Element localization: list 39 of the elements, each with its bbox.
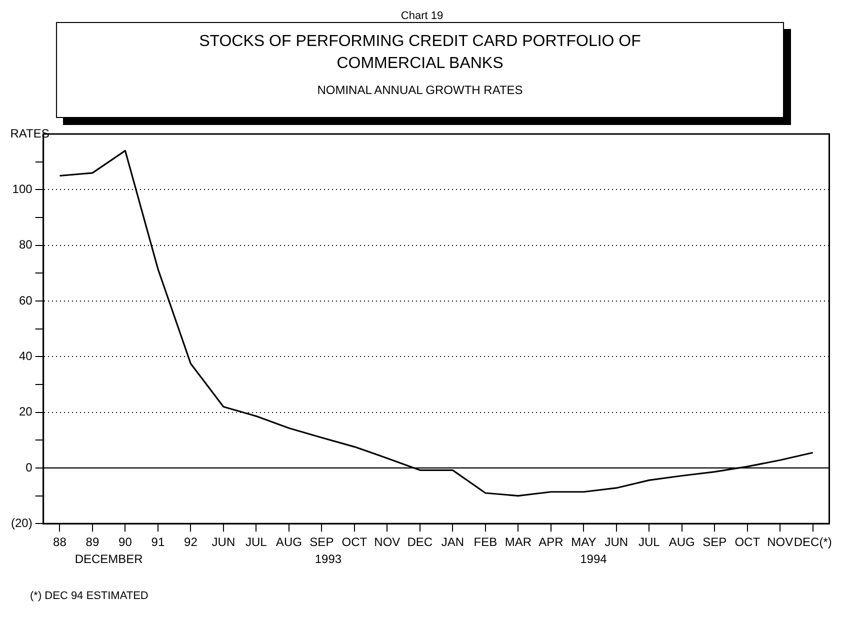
x-tick-label: NOV	[767, 535, 794, 550]
x-tick-label: JUN	[212, 535, 236, 550]
x-tick-label: DEC	[407, 535, 433, 550]
chart-title: STOCKS OF PERFORMING CREDIT CARD PORTFOLIO OF COMMERCIAL BANKS	[198, 32, 642, 74]
y-tick-label: (20)	[10, 516, 32, 530]
x-tick-label: DEC(*)	[794, 535, 832, 550]
x-tick-label: JAN	[441, 535, 464, 550]
x-tick-label: FEB	[474, 535, 498, 550]
y-tick-label: 80	[18, 238, 33, 252]
y-tick-label: 40	[18, 348, 33, 363]
y-tick-label: 20	[18, 404, 33, 419]
x-tick-label: OCT	[342, 535, 368, 550]
x-tick-label: JUL	[246, 535, 268, 550]
x-tick-label: MAR	[504, 535, 532, 550]
x-tick-label: JUL	[638, 535, 660, 550]
x-tick-label: MAY	[571, 535, 596, 550]
y-tick-label: 100	[12, 182, 33, 196]
x-tick-label: 90	[118, 535, 132, 550]
text: 1994	[580, 552, 608, 566]
x-tick-label: OCT	[734, 535, 761, 550]
x-tick-label: 88	[53, 535, 67, 550]
caption: Chart 19	[400, 10, 444, 22]
y-axis-title: RATES	[10, 126, 50, 140]
y-tick-label: 60	[18, 293, 33, 308]
x-tick-label: AUG	[668, 535, 695, 550]
x-tick-label: 91	[151, 535, 165, 550]
x-tick-label: 89	[86, 535, 100, 550]
text: (*) DEC 94 ESTIMATED	[30, 590, 148, 602]
chart-subtitle: NOMINAL ANNUAL GROWTH RATES	[316, 83, 524, 97]
x-tick-label: SEP	[310, 535, 334, 550]
text: 1993	[314, 552, 342, 566]
text: DECEMBER	[74, 552, 144, 566]
y-tick-label: 0	[26, 460, 33, 474]
x-tick-label: APR	[538, 535, 564, 550]
x-tick-label: AUG	[276, 535, 302, 550]
x-tick-label: 92	[184, 535, 198, 550]
x-tick-label: JUN	[604, 535, 628, 550]
x-tick-label: NOV	[374, 535, 400, 550]
x-tick-label: SEP	[702, 535, 727, 550]
